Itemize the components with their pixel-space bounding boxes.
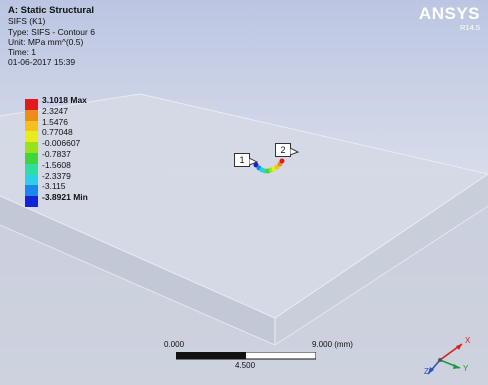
analysis-title: A: Static Structural [8, 5, 95, 16]
legend-label: -3.115 [42, 181, 66, 192]
legend-swatch [25, 163, 38, 175]
probe-callout-pointer [249, 158, 259, 166]
scale-bar-right-label: 9.000 (mm) [312, 340, 353, 349]
legend-swatch [25, 99, 38, 110]
scale-bar-graphic [176, 352, 316, 360]
legend-labels: 3.1018 Max 2.3247 1.5476 0.77048 -0.0066… [42, 95, 88, 203]
probe-callout-1[interactable]: 1 [234, 153, 250, 167]
probe-callout-label: 2 [280, 145, 286, 155]
scale-bar-middle-label: 4.500 [235, 361, 256, 370]
triad-z-label: Z [424, 367, 429, 376]
legend-swatch [25, 152, 38, 164]
triad-x-label: X [465, 336, 471, 345]
legend-swatch [25, 120, 38, 132]
logo-release: R14.5 [459, 23, 480, 32]
model-edge [0, 93, 488, 175]
crack-front-contour [253, 158, 285, 174]
result-type: Type: SIFS - Contour 6 [8, 26, 95, 37]
legend-swatch [25, 142, 38, 153]
result-time: Time: 1 [8, 47, 37, 58]
legend-max-label: 3.1018 Max [42, 95, 87, 105]
legend-color-bar [25, 99, 38, 207]
legend-label: 2.3247 [42, 105, 68, 116]
legend-label: 0.77048 [42, 127, 73, 138]
model-side-face [0, 196, 275, 345]
legend-swatch [25, 185, 38, 197]
legend-label: -0.7837 [42, 148, 71, 159]
legend-label: -2.3379 [42, 170, 71, 181]
result-date: 01-06-2017 15:39 [8, 57, 76, 68]
model-edge [0, 205, 488, 346]
legend-swatch [25, 174, 38, 186]
result-unit: Unit: MPa mm^(0.5) [8, 36, 84, 47]
probe-callout-2[interactable]: 2 [275, 143, 291, 157]
model-top-face [0, 94, 488, 318]
result-info: A: Static Structural SIFS (K1) Type: SIF… [8, 5, 95, 68]
triad-y-label: Y [463, 364, 469, 373]
scale-bar-left-label: 0.000 [164, 340, 185, 349]
probe-callout-label: 1 [239, 155, 245, 165]
legend-label: -0.006607 [42, 138, 81, 149]
legend-swatch [25, 109, 38, 121]
legend-min-label: -3.8921 Min [42, 192, 88, 203]
model-end-face [275, 174, 488, 345]
legend-label: 1.5476 [42, 116, 68, 127]
probe-callout-pointer [290, 148, 300, 156]
legend-swatch [25, 131, 38, 143]
legend-label: -1.5608 [42, 159, 71, 170]
coordinate-triad[interactable]: X Y Z [424, 330, 474, 378]
crack-front-segment [279, 158, 285, 164]
logo-brand: ANSYS [418, 4, 480, 23]
ansys-logo: ANSYS R14.5 [418, 4, 480, 33]
legend-swatch [25, 196, 38, 207]
result-name: SIFS (K1) [8, 16, 46, 27]
